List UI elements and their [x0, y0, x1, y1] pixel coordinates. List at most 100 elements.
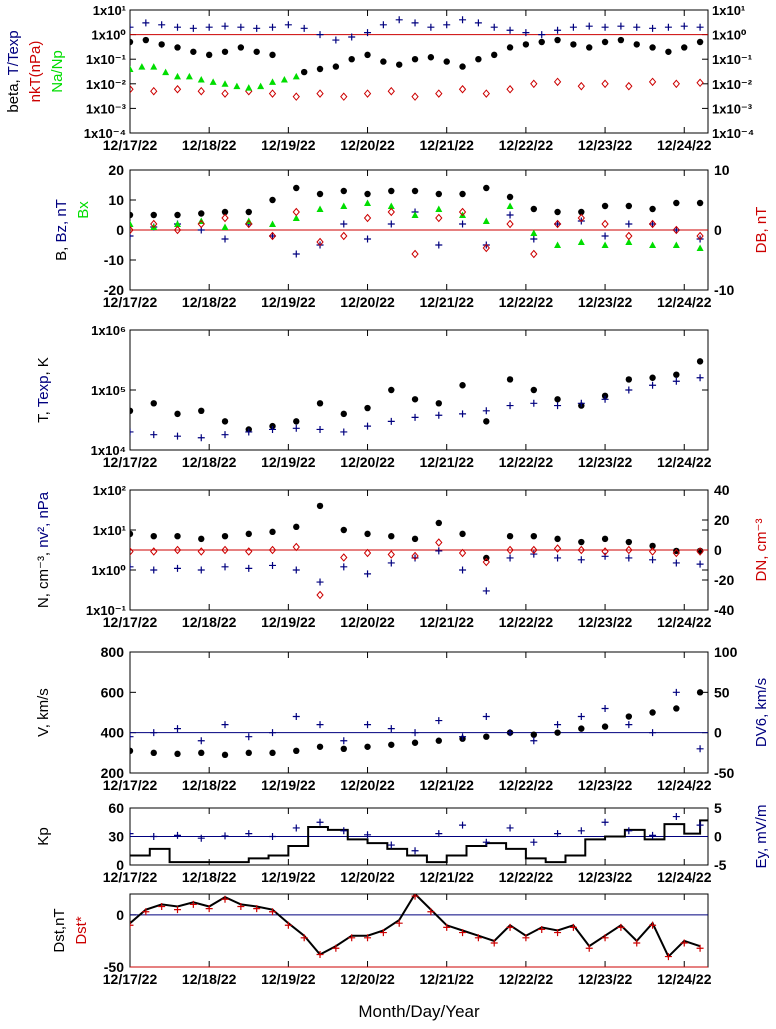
data-point	[506, 202, 514, 209]
data-point	[530, 235, 538, 243]
data-point	[130, 225, 134, 235]
data-point	[411, 92, 419, 101]
data-point	[221, 80, 229, 87]
data-point	[150, 219, 158, 229]
data-point	[427, 908, 435, 916]
data-point	[293, 523, 300, 531]
data-point	[530, 386, 538, 394]
data-point	[411, 894, 419, 900]
x-tick-label: 12/20/22	[340, 777, 395, 793]
panel-p6: 12/17/22 12/18/22 12/19/22 12/20/22 12/21/22…	[103, 800, 727, 885]
data-point	[673, 705, 680, 712]
y-tick-label: 10	[108, 192, 124, 208]
data-point	[269, 78, 277, 85]
data-point	[332, 36, 340, 44]
y2-tick-label: 0	[714, 725, 722, 741]
data-point	[506, 211, 514, 219]
data-point	[411, 413, 419, 421]
data-point	[482, 217, 490, 224]
data-point	[648, 77, 657, 87]
data-point	[411, 847, 419, 855]
data-point	[130, 530, 134, 538]
y-tick-label: -50	[104, 959, 124, 975]
data-point	[158, 21, 166, 29]
data-point	[411, 396, 419, 403]
data-point	[696, 944, 704, 952]
data-point	[577, 238, 585, 245]
data-point	[387, 841, 395, 849]
data-point	[459, 929, 467, 937]
data-point	[138, 63, 146, 70]
data-point	[633, 23, 641, 31]
data-point	[625, 554, 633, 562]
data-point	[150, 833, 158, 840]
data-point	[245, 84, 253, 91]
y2-axis-label: DV6, km/s	[753, 678, 770, 747]
data-point	[221, 22, 229, 30]
data-point	[681, 44, 688, 51]
data-point	[554, 929, 562, 937]
data-point	[649, 205, 656, 213]
data-point	[649, 241, 657, 248]
data-point	[411, 739, 419, 746]
data-point	[198, 535, 205, 543]
data-point	[388, 741, 395, 748]
data-point	[672, 548, 680, 558]
y2-tick-label: -20	[714, 572, 734, 588]
data-point	[205, 51, 213, 59]
data-point	[205, 23, 213, 31]
y-tick-label: 1x10¹	[93, 3, 126, 18]
data-point	[221, 223, 229, 230]
data-point	[672, 225, 680, 235]
data-point	[672, 241, 680, 248]
data-point	[411, 19, 419, 27]
data-point	[316, 31, 324, 39]
data-point	[411, 56, 419, 63]
data-point	[625, 220, 633, 228]
data-point	[601, 547, 609, 556]
data-point	[269, 425, 277, 433]
data-point	[625, 827, 633, 835]
data-point	[506, 44, 514, 51]
y2-tick-label: 1x10⁻³	[712, 101, 753, 116]
data-point	[530, 229, 538, 236]
y-axis-label-part: nkT(nPa)	[27, 41, 44, 103]
data-point	[130, 747, 134, 755]
data-point	[221, 895, 229, 903]
data-point	[340, 92, 348, 101]
data-point	[174, 44, 181, 51]
data-point	[245, 830, 253, 838]
y2-axis-label-part: Ey, mV/m	[753, 805, 770, 869]
x-tick-label: 12/20/22	[340, 971, 395, 987]
data-point	[554, 554, 562, 562]
data-point	[601, 535, 609, 543]
x-tick-label: 12/24/22	[657, 869, 712, 885]
y-axis-label-part: Bx	[75, 201, 92, 219]
data-point	[577, 545, 585, 555]
data-point	[269, 561, 277, 569]
data-point	[506, 219, 514, 229]
data-point	[474, 19, 482, 27]
data-point	[269, 749, 276, 757]
data-point	[435, 190, 442, 198]
y2-axis-label-part: DV6, km/s	[753, 678, 770, 747]
data-point	[578, 208, 585, 216]
data-point	[443, 58, 450, 65]
data-point	[427, 23, 435, 31]
data-point	[443, 21, 451, 29]
data-point	[316, 205, 324, 212]
data-point	[364, 743, 371, 750]
data-point	[411, 554, 419, 562]
data-point	[625, 376, 633, 383]
data-point	[435, 737, 442, 744]
y-axis-label: nkT(nPa)	[27, 41, 44, 103]
data-point	[411, 551, 419, 561]
y-axis-label: beta, T/Texp	[5, 30, 22, 112]
data-point	[625, 81, 633, 91]
data-point	[340, 410, 347, 418]
data-point	[649, 220, 657, 228]
data-point	[316, 400, 324, 407]
data-point	[411, 211, 419, 218]
y-axis-label: B, Bz, nT	[53, 199, 70, 261]
data-point	[253, 48, 260, 55]
